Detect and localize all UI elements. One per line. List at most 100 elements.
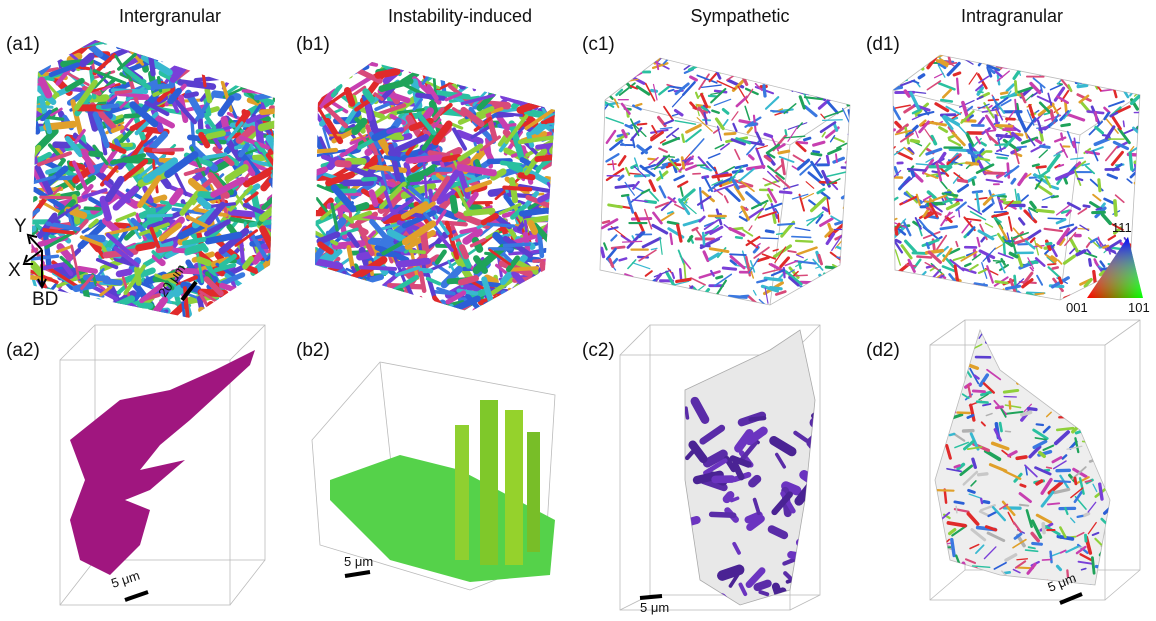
fiber [378,254,398,255]
fiber [279,133,286,159]
fiber [192,122,194,147]
fiber [1135,183,1152,184]
fiber [216,308,224,323]
fiber [967,164,971,168]
fiber [930,297,941,299]
fiber [931,285,938,297]
fiber [1076,321,1086,331]
fiber [359,277,361,296]
fiber [557,61,566,82]
fiber [264,294,280,310]
fiber [505,244,530,245]
fiber [266,46,287,66]
fiber [553,132,568,151]
fiber [1061,133,1062,139]
fiber [269,245,278,260]
fiber [1137,201,1151,212]
fiber [224,53,240,72]
fiber [163,52,169,60]
fiber [1036,140,1040,143]
fiber [962,286,977,292]
fiber [849,134,854,135]
fiber [691,77,697,80]
fiber [890,130,894,132]
fiber [270,84,290,88]
fiber [321,284,333,288]
fiber [986,223,993,227]
fiber [1039,349,1053,360]
fiber [1064,73,1066,77]
fiber [629,279,638,280]
fiber [791,555,800,557]
fiber [275,167,295,176]
fiber [897,71,909,73]
fiber [270,56,285,80]
fiber [170,306,183,318]
fiber [949,58,951,64]
fiber [754,291,757,295]
fiber [476,58,486,60]
fiber [995,212,1007,213]
fiber [274,91,298,93]
fiber [410,65,431,71]
fiber [401,293,403,304]
fiber [316,267,338,278]
fiber [772,529,784,535]
fiber [1101,90,1113,91]
fiber [243,49,272,65]
fiber [276,187,281,202]
fiber [1112,152,1122,164]
fiber [360,255,369,257]
fiber [978,92,983,93]
fiber [609,296,614,301]
fiber [679,250,685,264]
fiber [815,76,824,80]
grain-c2 [685,330,815,605]
fiber [196,78,219,80]
fiber [701,301,703,315]
fiber [801,305,804,319]
fiber [547,179,574,184]
fiber [224,23,247,47]
fiber [704,252,708,261]
fiber [273,31,296,36]
fiber [116,91,131,93]
fiber [208,312,212,324]
fiber [28,198,35,202]
fiber [173,192,180,202]
fiber [348,280,364,299]
fiber [604,243,606,249]
fiber [1095,112,1096,120]
fiber [989,100,999,101]
fiber [719,66,720,72]
fiber [737,97,747,106]
fiber [179,37,201,40]
fiber [659,87,669,95]
fiber [320,68,333,69]
fiber [235,68,263,78]
fiber [1139,184,1151,192]
fiber [537,282,547,288]
fiber [665,120,673,123]
fiber [556,99,563,119]
fiber [376,104,388,109]
fiber [1038,388,1045,390]
fiber [250,288,268,306]
fiber [1138,272,1144,275]
fiber [1029,361,1034,362]
fiber [543,284,566,301]
fiber [998,197,1002,209]
fiber [620,55,629,58]
fiber [1056,341,1061,347]
fiber [1103,215,1111,224]
fiber [410,251,424,252]
fiber [1070,249,1075,254]
fiber [1101,381,1107,383]
fiber [246,284,264,295]
fiber [1015,81,1016,92]
fiber [941,100,951,101]
fiber [952,540,954,556]
fiber [554,66,578,83]
fiber [558,60,594,65]
fiber [960,568,977,569]
